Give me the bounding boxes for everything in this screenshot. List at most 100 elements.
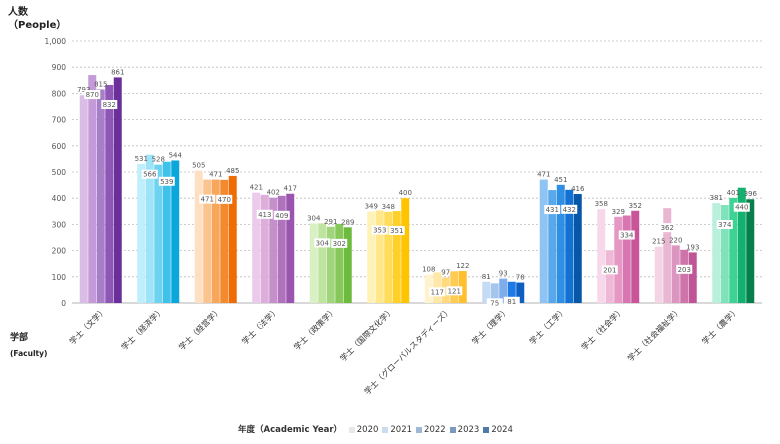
data-label: 201	[603, 266, 616, 274]
data-label: 402	[267, 189, 280, 197]
category-label: 学士（国際文化学）	[338, 305, 396, 363]
x-axis-title-ja: 学部	[10, 333, 29, 343]
y-tick-label: 700	[52, 116, 67, 125]
bar	[367, 211, 376, 303]
y-axis-title: 人数 （People）	[8, 6, 66, 32]
legend-swatch	[382, 426, 389, 433]
data-label: 220	[669, 236, 682, 244]
bar	[384, 211, 393, 303]
bar	[729, 197, 738, 303]
data-label-box	[503, 296, 520, 306]
bar	[720, 205, 729, 303]
bar	[516, 282, 525, 303]
data-label: 108	[422, 266, 435, 274]
data-label: 531	[135, 155, 148, 163]
data-label: 374	[718, 221, 732, 229]
bar	[88, 75, 97, 303]
bar	[326, 226, 335, 303]
bar	[424, 274, 433, 303]
bar	[171, 160, 180, 303]
data-label: 362	[661, 224, 674, 232]
bar	[458, 271, 467, 303]
y-tick-label: 400	[52, 194, 67, 203]
data-label-box	[84, 90, 101, 100]
bar	[490, 283, 499, 303]
category-label: 学士（文学）	[67, 305, 108, 346]
data-label: 302	[333, 240, 346, 248]
bar	[309, 223, 318, 303]
legend-item: 2020	[348, 425, 379, 435]
category-label: 学士（工学）	[527, 305, 568, 346]
bar	[260, 194, 269, 303]
data-label: 81	[482, 273, 491, 281]
data-label-box	[618, 230, 635, 240]
data-label: 334	[620, 231, 634, 239]
legend-label: 2023	[457, 425, 480, 435]
bar	[318, 223, 327, 303]
data-label: 348	[382, 203, 395, 211]
bar	[286, 193, 295, 303]
y-tick-label: 100	[52, 273, 67, 282]
legend: 年度（Academic Year） 2020 2021 2022 2023 2024	[238, 423, 513, 435]
y-tick-label: 1,000	[45, 37, 67, 46]
data-label: 396	[744, 190, 758, 198]
bar	[482, 281, 491, 303]
data-label: 528	[152, 156, 165, 164]
y-tick-label: 500	[52, 168, 67, 177]
category-label: 学士（理学）	[470, 305, 511, 346]
legend-swatch	[449, 426, 456, 433]
category-label: 学士（法学）	[240, 305, 281, 346]
data-label: 416	[571, 185, 585, 193]
data-label: 505	[192, 162, 205, 170]
bar	[162, 161, 171, 303]
data-label: 349	[365, 203, 378, 211]
bar	[565, 189, 574, 303]
legend-item: 2021	[382, 425, 412, 435]
data-label: 203	[678, 266, 691, 274]
bar	[441, 277, 450, 303]
data-label-box	[314, 238, 331, 248]
bar	[573, 194, 582, 303]
bar	[654, 246, 663, 303]
data-label-box	[216, 194, 233, 204]
bar	[154, 164, 163, 303]
legend-label: 2020	[356, 425, 379, 435]
data-label: 193	[686, 243, 699, 251]
data-label: 78	[516, 274, 525, 282]
y-tick-label: 800	[52, 89, 67, 98]
data-label: 358	[595, 200, 608, 208]
bar	[113, 77, 122, 303]
data-label: 832	[103, 101, 116, 109]
bar	[663, 208, 672, 303]
data-label: 122	[456, 262, 469, 270]
bar	[96, 89, 105, 303]
bar	[211, 179, 220, 303]
bar	[277, 195, 286, 303]
data-label: 381	[710, 194, 723, 202]
legend-item: 2022	[416, 425, 446, 435]
y-tick-label: 300	[52, 220, 67, 229]
data-label-box	[141, 169, 158, 179]
data-label: 471	[209, 171, 222, 179]
bar	[671, 245, 680, 303]
data-label: 409	[275, 212, 288, 220]
data-label: 413	[258, 211, 271, 219]
legend-label: 2021	[390, 425, 413, 435]
data-label-box	[446, 286, 463, 296]
data-label: 93	[499, 270, 508, 278]
bar	[597, 209, 606, 303]
data-label-box	[716, 220, 733, 230]
bar	[252, 192, 261, 303]
bar	[614, 216, 623, 303]
data-label: 75	[490, 299, 499, 307]
y-axis-title-ja: 人数	[8, 7, 28, 18]
data-label-box	[199, 194, 216, 204]
data-label: 117	[431, 288, 444, 296]
data-label: 401	[727, 189, 740, 197]
legend-swatch	[348, 426, 355, 433]
bar	[539, 179, 548, 303]
data-label: 566	[143, 171, 157, 179]
bar	[605, 250, 614, 303]
bar	[137, 163, 146, 303]
